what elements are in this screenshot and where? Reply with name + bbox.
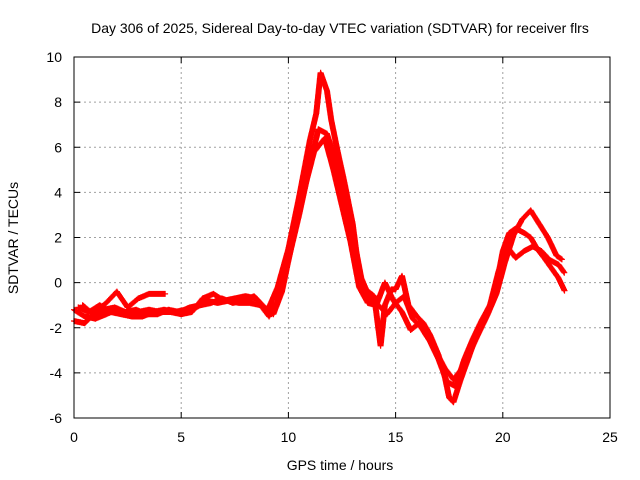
x-tick-label: 10 xyxy=(281,429,297,445)
series-track-4 xyxy=(79,135,565,383)
x-tick-label: 5 xyxy=(177,429,185,445)
y-tick-label: -2 xyxy=(50,320,63,336)
data-markers-track-3 xyxy=(75,126,568,390)
y-axis-ticks: -6 -4 -2 0 2 4 6 8 10 xyxy=(46,49,610,426)
y-tick-label: 6 xyxy=(54,139,62,155)
y-axis-label: SDTVAR / TECUs xyxy=(5,182,21,294)
y-tick-label: 8 xyxy=(54,94,62,110)
y-tick-label: 2 xyxy=(54,230,62,246)
x-tick-label: 20 xyxy=(495,429,511,445)
y-tick-label: -6 xyxy=(50,410,63,426)
series-track-3 xyxy=(75,126,568,390)
y-tick-label: -4 xyxy=(50,365,63,381)
y-tick-label: 0 xyxy=(54,275,62,291)
x-axis-label: GPS time / hours xyxy=(287,457,394,473)
y-tick-label: 10 xyxy=(46,49,62,65)
y-tick-label: 4 xyxy=(54,184,62,200)
data-series xyxy=(71,69,568,406)
x-tick-label: 25 xyxy=(602,429,618,445)
data-markers-track-4 xyxy=(79,135,565,383)
grid-lines xyxy=(74,57,610,418)
x-axis-ticks: 0 5 10 15 20 25 xyxy=(70,57,618,445)
chart-title: Day 306 of 2025, Sidereal Day-to-day VTE… xyxy=(91,20,589,36)
x-tick-label: 0 xyxy=(70,429,78,445)
x-tick-label: 15 xyxy=(388,429,404,445)
